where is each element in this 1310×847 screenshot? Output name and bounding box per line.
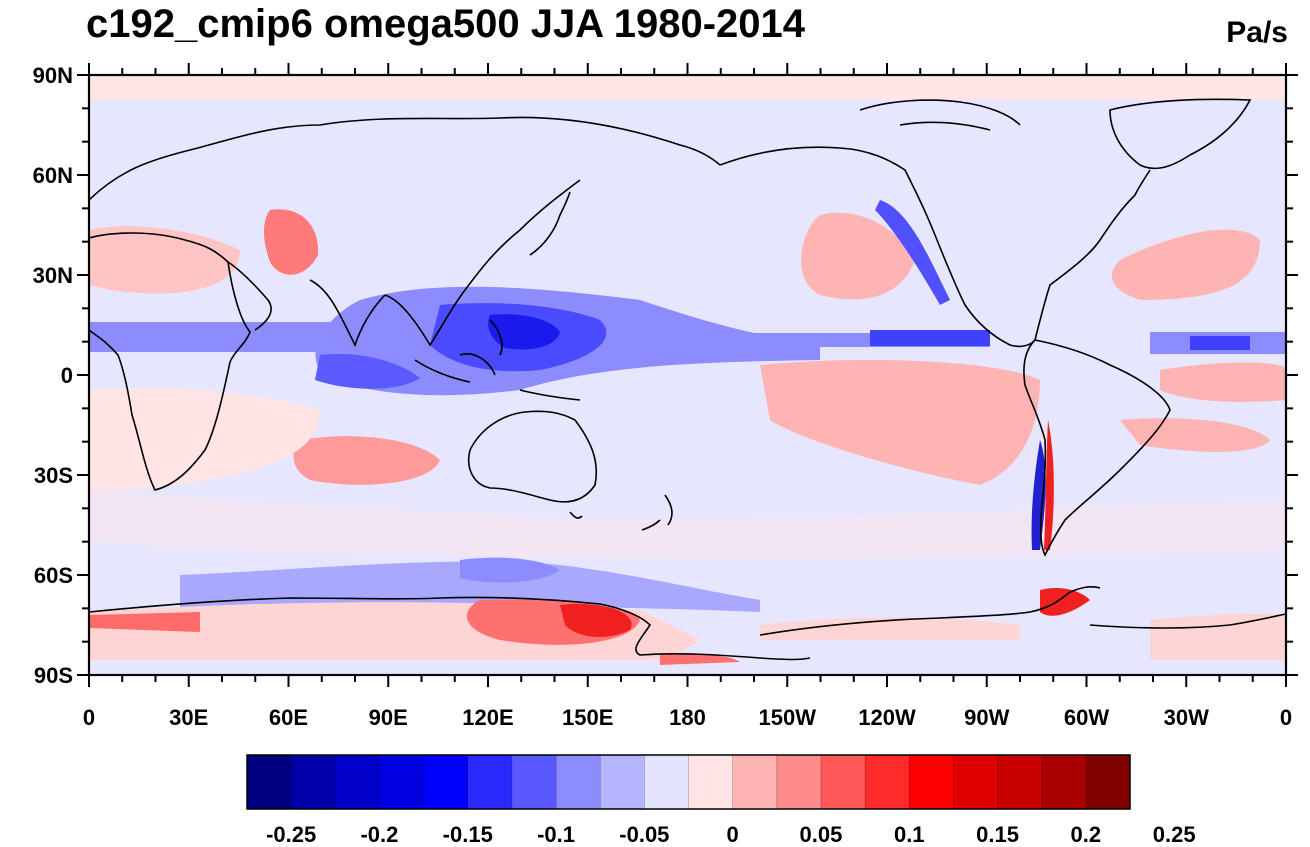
colorbar-swatch <box>688 755 734 809</box>
colorbar-swatch <box>511 755 557 809</box>
axis-ticks <box>77 63 1298 687</box>
colorbar-swatch <box>423 755 469 809</box>
lon-label: 30E <box>169 705 208 730</box>
lon-label: 60W <box>1064 705 1109 730</box>
colorbar-swatch <box>556 755 601 809</box>
colorbar-label: 0.25 <box>1153 822 1196 847</box>
lat-label: 60N <box>33 163 73 188</box>
lon-label: 120W <box>858 705 916 730</box>
colorbar-swatch <box>909 755 954 809</box>
lon-label: 120E <box>462 705 513 730</box>
colorbar-swatch <box>644 755 689 809</box>
lon-label: 0 <box>83 705 95 730</box>
colorbar-label: -0.25 <box>266 822 316 847</box>
longitude-labels: 0 30E 60E 90E 120E 150E 180 150W 120W 90W 60W 30W 0 <box>83 705 1292 730</box>
colorbar-swatch <box>291 755 336 809</box>
colorbar-swatch <box>776 755 822 809</box>
lon-label: 90W <box>964 705 1009 730</box>
colorbar-label: 0.15 <box>976 822 1019 847</box>
colorbar-labels: -0.25 -0.2 -0.15 -0.1 -0.05 0 0.05 0.1 0.15 0.2 0.… <box>266 822 1195 847</box>
colorbar-swatch <box>953 755 999 809</box>
lon-label: 90E <box>369 705 408 730</box>
colorbar-swatch <box>732 755 778 809</box>
latitude-labels: 90N 60N 30N 0 30S 60S 90S <box>33 63 73 688</box>
colorbar-label: -0.15 <box>443 822 493 847</box>
colorbar-label: 0 <box>727 822 739 847</box>
colorbar-swatch <box>1085 755 1131 809</box>
colorbar-swatch <box>379 755 425 809</box>
colorbar-label: -0.05 <box>619 822 669 847</box>
colorbar-frame <box>246 754 1131 810</box>
lat-label: 90S <box>34 663 73 688</box>
colorbar-swatch <box>247 755 292 809</box>
colorbar-label: 0.1 <box>894 822 925 847</box>
lon-label: 150W <box>759 705 817 730</box>
units-label: Pa/s <box>1226 16 1288 49</box>
lon-label: 60E <box>269 705 308 730</box>
lon-label: 150E <box>562 705 613 730</box>
lon-label: 30W <box>1164 705 1209 730</box>
colorbar-swatch <box>600 755 645 809</box>
colorbar-swatch <box>997 755 1043 809</box>
lon-label: 180 <box>669 705 706 730</box>
colorbar-swatch <box>865 755 910 809</box>
lon-label: 0 <box>1280 705 1292 730</box>
colorbar-label: 0.2 <box>1071 822 1102 847</box>
colorbar-label: 0.05 <box>800 822 843 847</box>
lat-label: 30S <box>34 463 73 488</box>
lat-label: 30N <box>33 263 73 288</box>
colorbar-swatch <box>467 755 513 809</box>
lat-label: 60S <box>34 563 73 588</box>
colorbar-swatch <box>335 755 380 809</box>
lat-label: 0 <box>61 363 73 388</box>
colorbar-swatch <box>1041 755 1087 809</box>
lat-label: 90N <box>33 63 73 88</box>
map-title: c192_cmip6 omega500 JJA 1980-2014 <box>86 2 806 46</box>
coastlines <box>89 98 1286 661</box>
colorbar-swatch <box>820 755 866 809</box>
colorbar-label: -0.2 <box>360 822 398 847</box>
omega-field <box>89 75 1286 675</box>
colorbar-label: -0.1 <box>537 822 575 847</box>
colorbar <box>246 754 1131 810</box>
